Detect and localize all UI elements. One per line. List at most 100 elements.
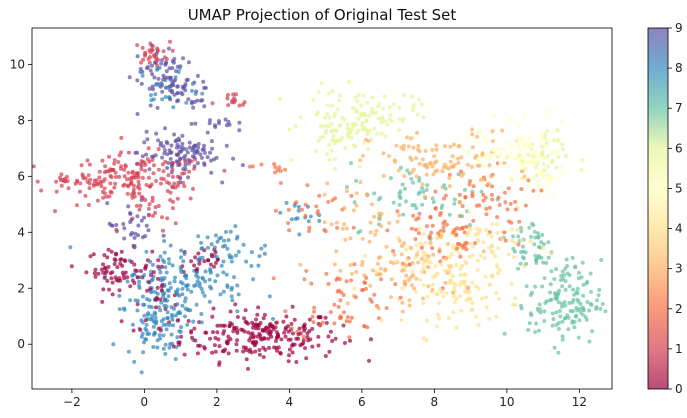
data-point xyxy=(354,131,359,136)
colorbar-tick-label: 1 xyxy=(675,342,683,356)
data-point xyxy=(464,247,469,252)
data-point xyxy=(338,123,342,128)
data-point xyxy=(458,226,463,231)
data-point xyxy=(267,345,271,350)
data-point xyxy=(330,103,334,108)
data-point xyxy=(399,252,404,257)
data-point xyxy=(154,51,159,56)
colorbar xyxy=(647,27,669,390)
data-point xyxy=(340,115,345,120)
data-point xyxy=(150,72,155,77)
data-point xyxy=(147,86,152,91)
data-point xyxy=(287,127,292,132)
data-point xyxy=(170,317,175,322)
data-point xyxy=(150,313,154,318)
data-point xyxy=(298,262,303,267)
data-point xyxy=(143,168,147,173)
data-point xyxy=(318,323,323,328)
data-point xyxy=(202,150,207,155)
data-point xyxy=(273,208,278,213)
data-point xyxy=(200,275,205,280)
data-point xyxy=(441,294,446,299)
data-point xyxy=(380,115,385,120)
data-point xyxy=(515,142,520,147)
data-point xyxy=(119,249,124,254)
data-point xyxy=(417,178,422,183)
data-point xyxy=(550,158,555,163)
data-point xyxy=(175,84,180,89)
data-point xyxy=(354,108,358,112)
data-point xyxy=(115,265,120,270)
data-point xyxy=(421,115,426,120)
data-point xyxy=(435,312,440,317)
data-point xyxy=(346,127,351,131)
data-point xyxy=(164,327,169,332)
data-point xyxy=(328,329,333,334)
data-point xyxy=(330,339,335,343)
data-point xyxy=(562,300,567,304)
data-point xyxy=(185,322,190,327)
data-point xyxy=(307,329,312,334)
data-point xyxy=(215,273,220,278)
data-point xyxy=(404,273,409,278)
data-point xyxy=(539,152,544,157)
data-point xyxy=(160,58,165,62)
data-point xyxy=(222,329,227,334)
data-point xyxy=(292,317,297,322)
data-point xyxy=(54,189,59,194)
data-point xyxy=(599,258,604,262)
data-point xyxy=(162,239,167,243)
data-point xyxy=(579,167,584,172)
data-point xyxy=(498,152,503,157)
data-point xyxy=(120,270,125,275)
data-point xyxy=(422,270,427,275)
data-point xyxy=(481,192,486,197)
data-point xyxy=(497,268,502,273)
data-point xyxy=(410,269,415,274)
data-point xyxy=(333,111,337,116)
data-point xyxy=(362,112,367,117)
data-point xyxy=(531,151,536,156)
data-point xyxy=(114,223,119,227)
data-point xyxy=(59,172,64,177)
data-point xyxy=(312,309,316,314)
data-point xyxy=(481,177,486,182)
data-point xyxy=(117,174,122,179)
data-point xyxy=(163,126,167,131)
data-point xyxy=(388,113,393,118)
data-point xyxy=(396,235,401,240)
data-point xyxy=(159,61,164,66)
data-point xyxy=(310,314,315,319)
data-point xyxy=(408,136,413,141)
data-point xyxy=(498,160,503,165)
data-point xyxy=(164,322,169,327)
data-point xyxy=(212,157,216,162)
data-point xyxy=(203,269,208,274)
data-point xyxy=(434,159,439,164)
data-point xyxy=(201,147,206,152)
data-point xyxy=(420,157,425,162)
data-point xyxy=(176,183,180,188)
data-point xyxy=(409,226,414,231)
data-point xyxy=(417,226,422,231)
data-point xyxy=(587,308,592,313)
data-point xyxy=(377,216,382,221)
data-point xyxy=(198,256,202,261)
data-point xyxy=(417,161,422,166)
data-point xyxy=(180,84,185,89)
data-point xyxy=(296,204,301,209)
data-point xyxy=(135,78,140,83)
data-point xyxy=(229,294,234,299)
data-point xyxy=(298,343,303,348)
data-point xyxy=(144,249,149,254)
data-point xyxy=(421,336,426,341)
data-point xyxy=(153,210,158,215)
data-point xyxy=(324,271,329,276)
data-point xyxy=(128,232,133,237)
data-point xyxy=(163,342,168,347)
data-point xyxy=(136,233,140,238)
data-point xyxy=(421,266,426,271)
data-point xyxy=(442,219,447,224)
data-point xyxy=(405,168,410,173)
